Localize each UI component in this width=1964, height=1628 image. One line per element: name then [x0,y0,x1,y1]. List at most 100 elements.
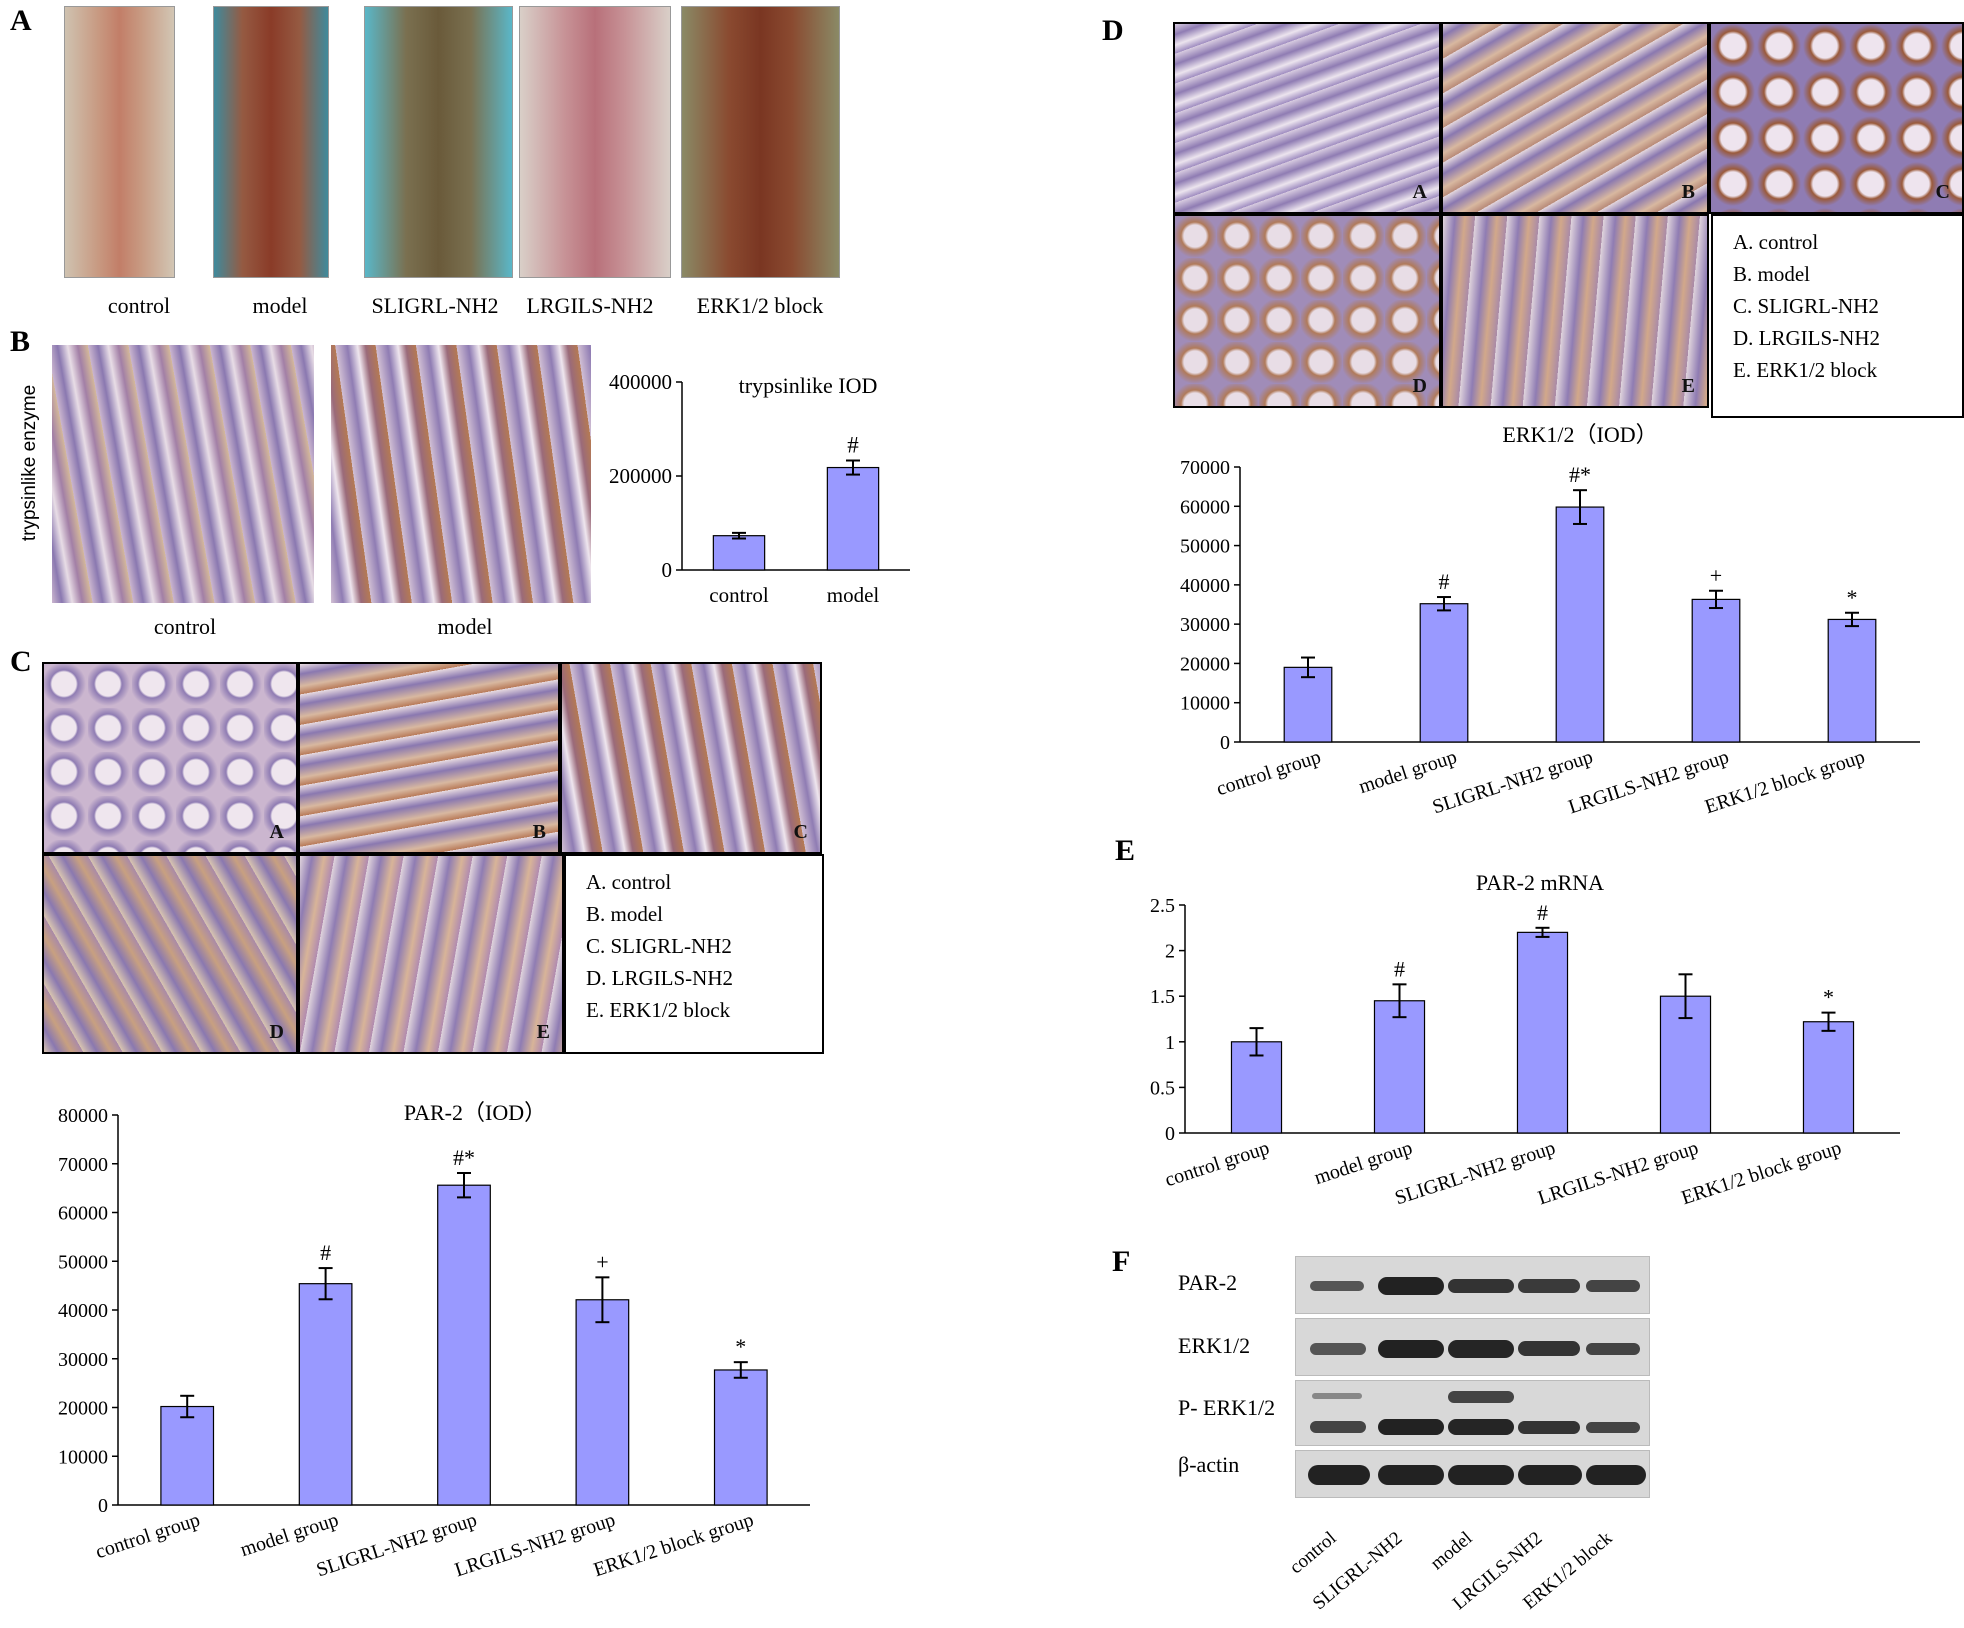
significance-mark: #* [1569,462,1591,487]
significance-mark: # [847,432,859,457]
blot-band [1308,1465,1370,1485]
micrograph-c-b: B [298,662,560,854]
x-tick-label: control group [1162,1137,1272,1191]
chart-trypsin: trypsinlike IOD 0 200000 400000 control # mod… [609,370,910,607]
significance-mark: # [1439,569,1450,594]
micrograph-c-e: E [298,854,564,1054]
y-tick-label: 10000 [1180,693,1230,715]
y-tick-label: 50000 [58,1251,108,1273]
micrograph-letter: E [536,1021,550,1043]
y-tick-label: 10000 [58,1446,108,1468]
colon-photo-lrgils [519,6,671,278]
x-tick-label: control [709,583,769,607]
significance-mark: # [1394,956,1405,981]
significance-mark: # [320,1240,331,1265]
y-tick-label: 70000 [58,1154,108,1176]
blot-par2 [1295,1256,1650,1314]
blot-row-label: ERK1/2 [1178,1333,1251,1358]
chart-title: trypsinlike IOD [739,373,878,398]
blot-row-label: P- ERK1/2 [1178,1395,1276,1420]
legend-item: C. SLIGRL-NH2 [586,934,732,958]
micrograph-d-e: E [1441,214,1709,408]
x-tick-label: ERK1/2 block group [1679,1137,1844,1209]
chart-title: PAR-2（IOD） [404,1100,546,1125]
bar [298,1283,353,1506]
bar [160,1405,215,1506]
panel-letter-a: A [10,4,32,37]
y-tick-label: 0 [662,558,673,582]
blot-band [1378,1340,1444,1358]
y-tick-label: 1.5 [1150,986,1175,1008]
micrograph-d-b: B [1441,22,1709,214]
panel-letter-d: D [1102,14,1124,47]
blot-band [1448,1419,1514,1435]
blot-band [1518,1341,1580,1356]
y-tick-label: 30000 [58,1349,108,1371]
y-tick-label: 50000 [1180,536,1230,558]
blot-perk [1295,1380,1650,1446]
blot-band [1312,1393,1362,1399]
bar [1827,618,1877,743]
chart-erk: ERK1/2（IOD） 0 10000 20000 30000 40000 50000 60… [1180,422,1920,818]
legend-c: A. control B. model C. SLIGRL-NH2 D. LRG… [564,854,824,1054]
x-tick-label: LRGILS-NH2 group [1535,1137,1701,1210]
bar [1419,603,1469,743]
bar [826,466,880,571]
y-tick-label: 20000 [1180,653,1230,675]
blot-band [1448,1465,1514,1485]
blot-row-label: β-actin [1178,1452,1240,1477]
y-tick-label: 400000 [609,370,672,394]
micrograph-letter: A [1412,181,1427,203]
legend-item: E. ERK1/2 block [586,998,731,1022]
panel-b-ylabel: trypsinlike enzyme [19,384,40,542]
micrograph-b-control [52,345,314,603]
significance-mark: * [735,1334,746,1359]
panel-a-label-control: control [107,293,171,318]
bar [1691,598,1741,743]
y-tick-label: 40000 [1180,575,1230,597]
bar [1802,1021,1855,1134]
panel-b-label-model: model [437,614,493,639]
micrograph-letter: C [1935,181,1950,203]
y-tick-label: 2.5 [1150,895,1175,917]
x-tick-label: control group [1214,746,1324,800]
legend-item: B. model [586,902,663,926]
y-tick-label: 70000 [1180,457,1230,479]
bar [1516,931,1569,1134]
x-tick-label: model group [1312,1137,1415,1189]
panel-a-label-erk-block: ERK1/2 block [696,293,824,318]
panel-letter-f: F [1112,1245,1131,1278]
x-tick-label: ERK1/2 block group [591,1509,756,1581]
legend-item: D. LRGILS-NH2 [1733,326,1880,350]
significance-mark: #* [453,1145,475,1170]
micrograph-c-a: A [42,662,298,854]
blot-band [1586,1280,1640,1292]
blot-band [1378,1419,1444,1435]
x-tick-label: LRGILS-NH2 group [452,1509,618,1582]
significance-mark: * [1847,585,1858,610]
bar [1230,1041,1283,1134]
panel-letter-e: E [1115,834,1136,867]
micrograph-d-d: D [1173,214,1441,408]
bar [575,1299,630,1506]
micrograph-b-model [331,345,591,603]
blot-band [1448,1340,1514,1358]
y-tick-label: 0 [1220,732,1230,754]
blot-band [1448,1279,1514,1293]
micrograph-d-c: C [1709,22,1964,214]
legend-d: A. control B. model C. SLIGRL-NH2 D. LRG… [1711,214,1964,418]
legend-item: D. LRGILS-NH2 [586,966,733,990]
colon-photo-model [213,6,329,278]
blot-row-label: PAR-2 [1178,1270,1238,1295]
y-tick-label: 1 [1165,1032,1175,1054]
micrograph-letter: B [1681,181,1695,203]
y-tick-label: 30000 [1180,614,1230,636]
x-tick-label: model [827,583,880,607]
chart-title: ERK1/2（IOD） [1502,422,1657,447]
colon-photo-sligrl [364,6,513,278]
y-tick-label: 2 [1165,941,1175,963]
micrograph-letter: A [269,821,284,843]
colon-photo-control [64,6,175,278]
panel-b-label-control: control [153,614,217,639]
panel-letter-c: C [10,645,32,678]
